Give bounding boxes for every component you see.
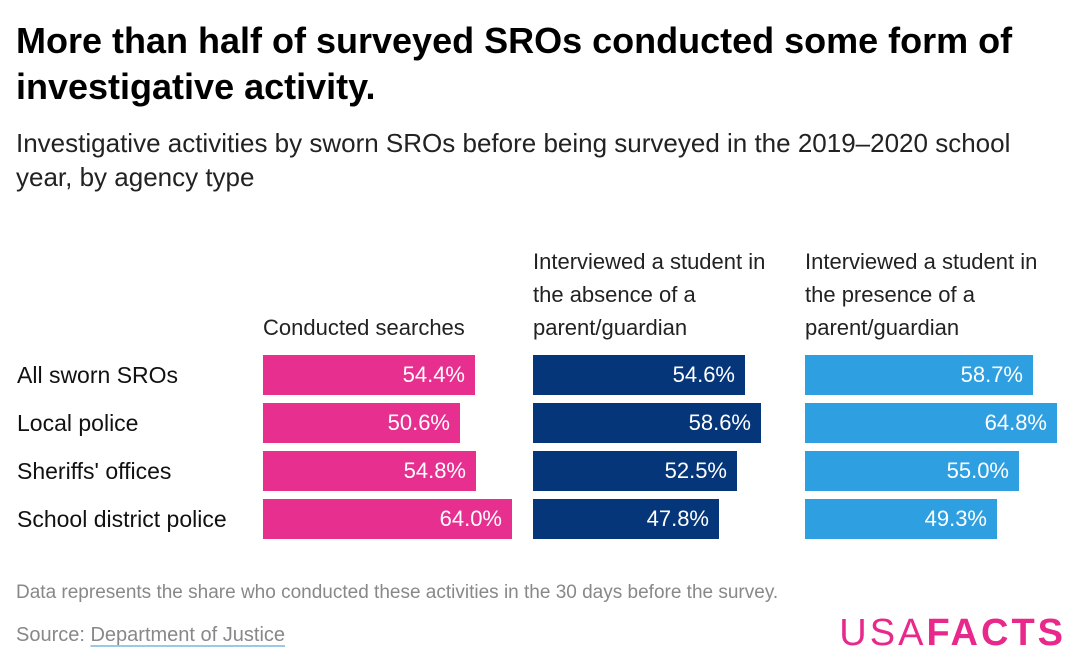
bar-value-label: 54.8%: [403, 458, 466, 483]
bar: 49.3%: [805, 499, 997, 539]
data-note: Data represents the share who conducted …: [16, 582, 779, 603]
row-label: Sheriffs' offices: [17, 458, 172, 484]
bar: 64.0%: [263, 499, 512, 539]
bar-value-label: 47.8%: [646, 506, 709, 531]
bar-value-label: 50.6%: [387, 410, 450, 435]
bar-value-label: 58.6%: [688, 410, 751, 435]
logo-light-text: USA: [839, 612, 927, 654]
row-label: All sworn SROs: [17, 362, 179, 388]
bar-value-label: 58.7%: [960, 362, 1023, 387]
bar: 58.7%: [805, 355, 1033, 395]
chart-subtitle: Investigative activities by sworn SROs b…: [16, 128, 1011, 192]
logo-bold-text: FACTS: [926, 612, 1066, 654]
usafacts-logo: USAFACTS: [839, 612, 1066, 655]
column-header-2: Interviewed a student in the absence of …: [533, 249, 766, 340]
bar-value-label: 54.6%: [672, 362, 735, 387]
bar: 52.5%: [533, 451, 737, 491]
column-header-3: Interviewed a student in the presence of…: [805, 249, 1038, 340]
source-link[interactable]: Department of Justice: [90, 624, 286, 646]
bar-value-label: 49.3%: [924, 506, 987, 531]
row-label: Local police: [17, 410, 139, 436]
bar: 47.8%: [533, 499, 719, 539]
source-line: Source: Department of Justice: [16, 624, 285, 647]
bar: 54.8%: [263, 451, 476, 491]
bar-value-label: 64.8%: [984, 410, 1047, 435]
bar: 50.6%: [263, 403, 460, 443]
bar-value-label: 54.4%: [402, 362, 465, 387]
bar: 55.0%: [805, 451, 1019, 491]
bar: 54.4%: [263, 355, 475, 395]
bar-value-label: 52.5%: [664, 458, 727, 483]
bar: 58.6%: [533, 403, 761, 443]
row-label: School district police: [17, 506, 227, 532]
bar-value-label: 55.0%: [946, 458, 1009, 483]
bar: 64.8%: [805, 403, 1057, 443]
source-prefix: Source:: [16, 624, 91, 646]
bar-value-label: 64.0%: [439, 506, 502, 531]
column-header-1: Conducted searches: [263, 315, 465, 340]
bar: 54.6%: [533, 355, 745, 395]
chart-title: More than half of surveyed SROs conducte…: [16, 20, 1013, 107]
